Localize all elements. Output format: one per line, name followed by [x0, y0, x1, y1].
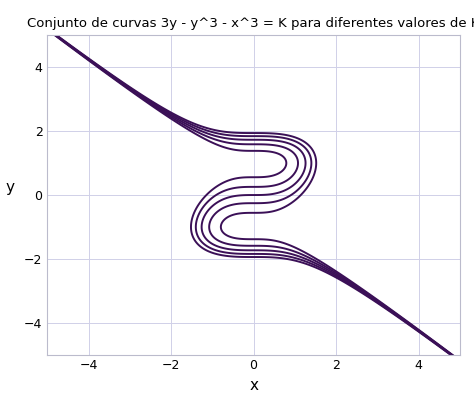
Title: Conjunto de curvas 3y - y^3 - x^3 = K para diferentes valores de K: Conjunto de curvas 3y - y^3 - x^3 = K pa…: [27, 17, 474, 30]
X-axis label: x: x: [249, 378, 258, 393]
Y-axis label: y: y: [6, 180, 15, 195]
